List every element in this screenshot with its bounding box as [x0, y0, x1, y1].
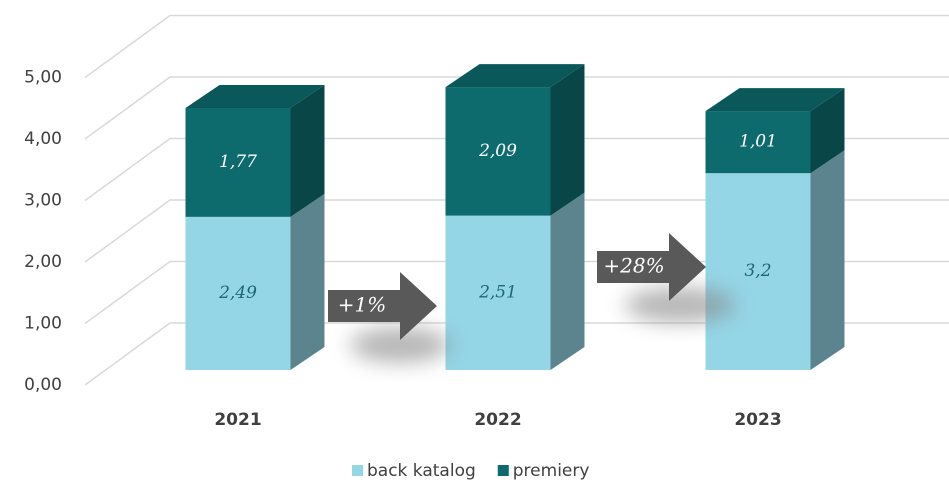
- grid-line: [84, 14, 949, 79]
- bar-segment: [185, 85, 325, 217]
- bar-side: [290, 193, 325, 370]
- data-label: 2,51: [478, 282, 517, 302]
- data-label: 3,2: [744, 261, 771, 281]
- bar-side: [550, 192, 585, 370]
- bar-side: [810, 88, 845, 174]
- x-tick-label: 2023: [734, 410, 781, 430]
- bars: [185, 64, 845, 370]
- bar: [185, 216, 291, 370]
- bar-segment: [705, 150, 845, 370]
- y-tick-label: 4,00: [24, 129, 62, 149]
- y-tick-label: 3,00: [24, 191, 62, 211]
- bar-segment: [705, 88, 845, 174]
- annotation: +1%: [338, 293, 387, 317]
- y-tick-label: 1,00: [24, 314, 62, 334]
- y-tick-label: 2,00: [24, 252, 62, 272]
- bar-side: [290, 85, 325, 217]
- data-label: 1,77: [219, 152, 257, 172]
- bar-side: [810, 150, 845, 370]
- bar-top: [705, 88, 845, 112]
- legend-label: back katalog: [367, 461, 476, 481]
- bar: [705, 111, 811, 174]
- bar-segment: [185, 193, 325, 370]
- y-tick-label: 5,00: [24, 68, 62, 88]
- bar-top: [445, 64, 585, 88]
- bar-side: [550, 64, 585, 216]
- arrow: +1%: [328, 272, 450, 363]
- legend-swatch: [497, 465, 509, 476]
- legend-swatch: [352, 465, 363, 476]
- legend-label: premiery: [513, 461, 590, 481]
- bar-top: [185, 85, 325, 109]
- arrow: +28%: [597, 233, 735, 323]
- grid-line: [84, 76, 949, 140]
- data-label: 1,01: [739, 132, 777, 152]
- data-label: 2,09: [478, 141, 517, 161]
- bar: [445, 215, 551, 370]
- bar: [705, 173, 811, 370]
- bar-segment: [445, 192, 585, 370]
- annotation: +28%: [603, 254, 664, 278]
- data-label: 2,49: [218, 283, 257, 303]
- grid-line: [84, 322, 949, 386]
- x-tick-label: 2022: [474, 410, 521, 430]
- grid-line: [84, 137, 949, 202]
- bar: [185, 108, 291, 217]
- grid: [84, 14, 949, 386]
- y-tick-label: 0,00: [24, 375, 62, 395]
- grid-line: [84, 199, 949, 263]
- bar: [445, 87, 551, 216]
- x-tick-label: 2021: [214, 410, 261, 430]
- bar-segment: [445, 64, 585, 216]
